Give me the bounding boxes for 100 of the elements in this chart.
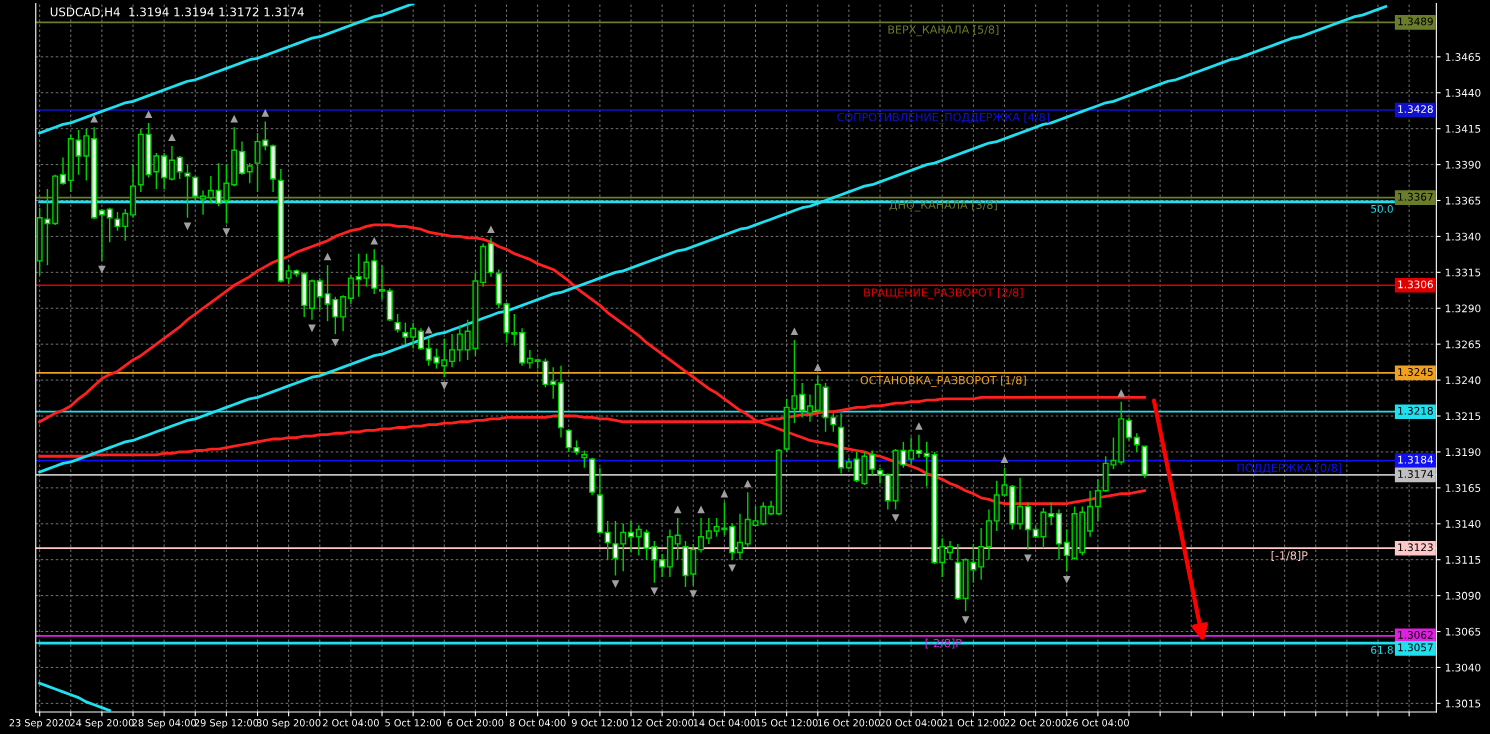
y-tick-label: 1.3465 xyxy=(1445,53,1481,61)
candlestick xyxy=(114,211,121,232)
candlestick xyxy=(1024,501,1031,551)
candlestick xyxy=(635,524,642,557)
ref-line-label: 1.3367 xyxy=(1398,192,1433,201)
series-label: 50.0 xyxy=(1371,204,1393,213)
ref-line-label: 1.3245 xyxy=(1398,368,1433,376)
point xyxy=(370,236,379,245)
x-tick-label: 12 Oct 20:00 xyxy=(631,719,694,727)
y-tick-label: 1.3390 xyxy=(1445,160,1481,169)
candlestick xyxy=(238,140,245,176)
candlestick xyxy=(1017,477,1024,531)
candlestick xyxy=(207,175,214,205)
y-tick-label: 1.3315 xyxy=(1445,268,1481,277)
x-tick-label: 29 Sep 12:00 xyxy=(194,719,259,729)
ref-line-label: 1.3218 xyxy=(1398,406,1433,415)
candlestick xyxy=(915,433,922,459)
candlestick xyxy=(876,467,884,485)
y-tick-label: 1.3265 xyxy=(1445,340,1481,349)
candlestick xyxy=(604,520,611,561)
x-tick-label: 21 Oct 12:00 xyxy=(942,719,1005,727)
x-tick-label: 28 Sep 04:00 xyxy=(132,719,196,729)
point xyxy=(440,382,449,390)
ref-line-label: 1.3489 xyxy=(1398,17,1433,26)
candlestick xyxy=(378,264,386,301)
candlestick xyxy=(947,540,954,561)
candlestick xyxy=(449,333,456,368)
candlestick xyxy=(184,163,191,219)
candlestick xyxy=(659,553,666,578)
candlestick xyxy=(410,321,417,350)
point xyxy=(230,114,238,123)
line-series xyxy=(38,681,112,712)
ref-line-label: 1.3428 xyxy=(1398,105,1433,114)
candlestick xyxy=(1094,478,1101,522)
candlestick xyxy=(1133,432,1140,453)
y-tick-label: 1.3065 xyxy=(1445,627,1481,636)
candlestick xyxy=(340,294,347,332)
annotation: ДНО_КАНАЛА [3/8] xyxy=(889,200,997,212)
candlestick xyxy=(246,162,253,184)
candlestick xyxy=(1125,416,1133,442)
x-tick-label: 23 Sep 2020 xyxy=(9,719,70,729)
x-tick-label: 2 Oct 04:00 xyxy=(323,719,379,727)
annotation: [-1/8]P xyxy=(1271,550,1308,561)
candlestick xyxy=(402,321,409,345)
candlestick xyxy=(456,324,463,363)
candlestick xyxy=(347,274,354,305)
annotation: ВЕРХ_КАНАЛА [5/8] xyxy=(888,25,999,37)
candlestick xyxy=(565,428,572,453)
ref-line-label: 1.3306 xyxy=(1398,280,1433,289)
candlestick xyxy=(394,313,401,334)
point xyxy=(1062,576,1071,584)
point xyxy=(915,422,923,430)
y-tick-label: 1.3415 xyxy=(1445,124,1481,133)
y-tick-label: 1.3190 xyxy=(1445,448,1481,457)
ref-line-label: 1.3123 xyxy=(1398,543,1433,552)
candlestick xyxy=(674,517,681,561)
point xyxy=(961,616,970,624)
x-tick-label: 22 Oct 20:00 xyxy=(1004,719,1067,727)
ref-line-label: 1.3062 xyxy=(1398,630,1433,639)
point xyxy=(168,133,176,142)
point xyxy=(1117,389,1126,397)
x-tick-label: 20 Oct 04:00 xyxy=(880,719,943,727)
x-tick-label: 5 Oct 12:00 xyxy=(385,719,442,727)
candlestick xyxy=(106,206,113,243)
y-tick-label: 1.3240 xyxy=(1445,376,1481,385)
candlestick xyxy=(161,152,168,190)
y-tick-label: 1.3090 xyxy=(1445,591,1481,600)
x-tick-label: 15 Oct 12:00 xyxy=(756,719,818,727)
x-tick-label: 14 Oct 04:00 xyxy=(693,719,756,727)
y-tick-label: 1.3165 xyxy=(1445,484,1481,492)
point xyxy=(790,327,799,336)
point xyxy=(261,109,270,117)
candlestick xyxy=(316,277,323,311)
point xyxy=(424,326,433,334)
candlestick xyxy=(869,449,876,476)
y-tick-label: 1.3015 xyxy=(1445,699,1481,708)
y-tick-label: 1.3340 xyxy=(1445,232,1481,241)
candlestick xyxy=(168,145,175,182)
point xyxy=(222,228,231,236)
point xyxy=(98,265,106,274)
candlestick xyxy=(627,520,635,554)
candlestick xyxy=(1063,528,1070,572)
chart-title: USDCAD,H4 1.3194 1.3194 1.3172 1.3174 xyxy=(50,7,304,18)
point xyxy=(673,505,682,514)
ref-line-label: 1.3184 xyxy=(1398,455,1433,464)
candlestick xyxy=(620,523,627,572)
point xyxy=(891,514,900,522)
candlestick xyxy=(98,208,105,262)
annotation: ПОДДЕРЖКА [0/8] xyxy=(1237,463,1342,474)
x-tick-label: 26 Oct 04:00 xyxy=(1066,719,1129,727)
candlestick xyxy=(526,349,533,370)
candlestick xyxy=(176,155,183,180)
y-tick-label: 1.3365 xyxy=(1445,196,1481,205)
candlestick xyxy=(736,513,743,561)
annotation: СОПРОТИВЛЕНИЕ_ПОДДЕРЖКА [4/8] xyxy=(837,112,1050,124)
x-tick-label: 24 Sep 20:00 xyxy=(70,719,134,729)
candlestick xyxy=(192,175,199,202)
candlestick xyxy=(908,436,915,466)
x-tick-label: 6 Oct 20:00 xyxy=(447,719,504,727)
y-tick-label: 1.3040 xyxy=(1445,663,1481,672)
